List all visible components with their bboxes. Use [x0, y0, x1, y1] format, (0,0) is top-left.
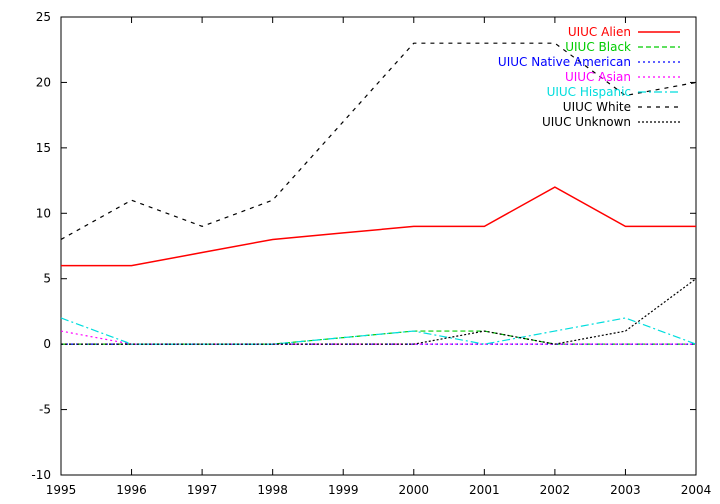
legend-label: UIUC Asian: [565, 70, 631, 84]
x-tick-label: 2002: [540, 483, 571, 497]
y-tick-label: 5: [43, 272, 51, 286]
y-tick-label: 10: [36, 206, 51, 220]
legend-label: UIUC White: [563, 100, 631, 114]
legend-label: UIUC Hispanic: [547, 85, 631, 99]
legend-label: UIUC Black: [565, 40, 631, 54]
x-tick-label: 2001: [469, 483, 500, 497]
y-tick-label: -10: [31, 468, 51, 482]
legend-label: UIUC Unknown: [542, 115, 631, 129]
x-tick-label: 2003: [610, 483, 641, 497]
y-tick-label: -5: [39, 403, 51, 417]
series-line-uiuc-black: [61, 330, 696, 345]
axes: -10 -5 0 5 10 15 20 25 1995 1996 1997 1998 1999 2000 2…: [31, 10, 711, 497]
y-tick-label: 15: [36, 141, 51, 155]
series-line-uiuc-alien: [61, 186, 696, 267]
legend-label: UIUC Native American: [498, 55, 631, 69]
x-tick-label: 2004: [681, 483, 712, 497]
series-group: [60, 42, 697, 345]
x-tick-label: 1999: [328, 483, 359, 497]
series-line-uiuc-hispanic: [60, 317, 697, 345]
x-tick-label: 1997: [187, 483, 218, 497]
x-tick-label: 1996: [116, 483, 147, 497]
x-tick-label: 1995: [46, 483, 77, 497]
plot-frame: [60, 16, 697, 476]
y-tick-label: 25: [36, 10, 51, 24]
series-line-uiuc-unknown: [61, 278, 697, 345]
y-tick-label: 0: [43, 337, 51, 351]
x-tick-label: 2000: [399, 483, 430, 497]
series-line-uiuc-asian: [60, 330, 696, 345]
legend-label: UIUC Alien: [568, 25, 631, 39]
x-tick-label: 1998: [257, 483, 288, 497]
y-tick-label: 20: [36, 75, 51, 89]
series-line-uiuc-white: [60, 42, 697, 240]
